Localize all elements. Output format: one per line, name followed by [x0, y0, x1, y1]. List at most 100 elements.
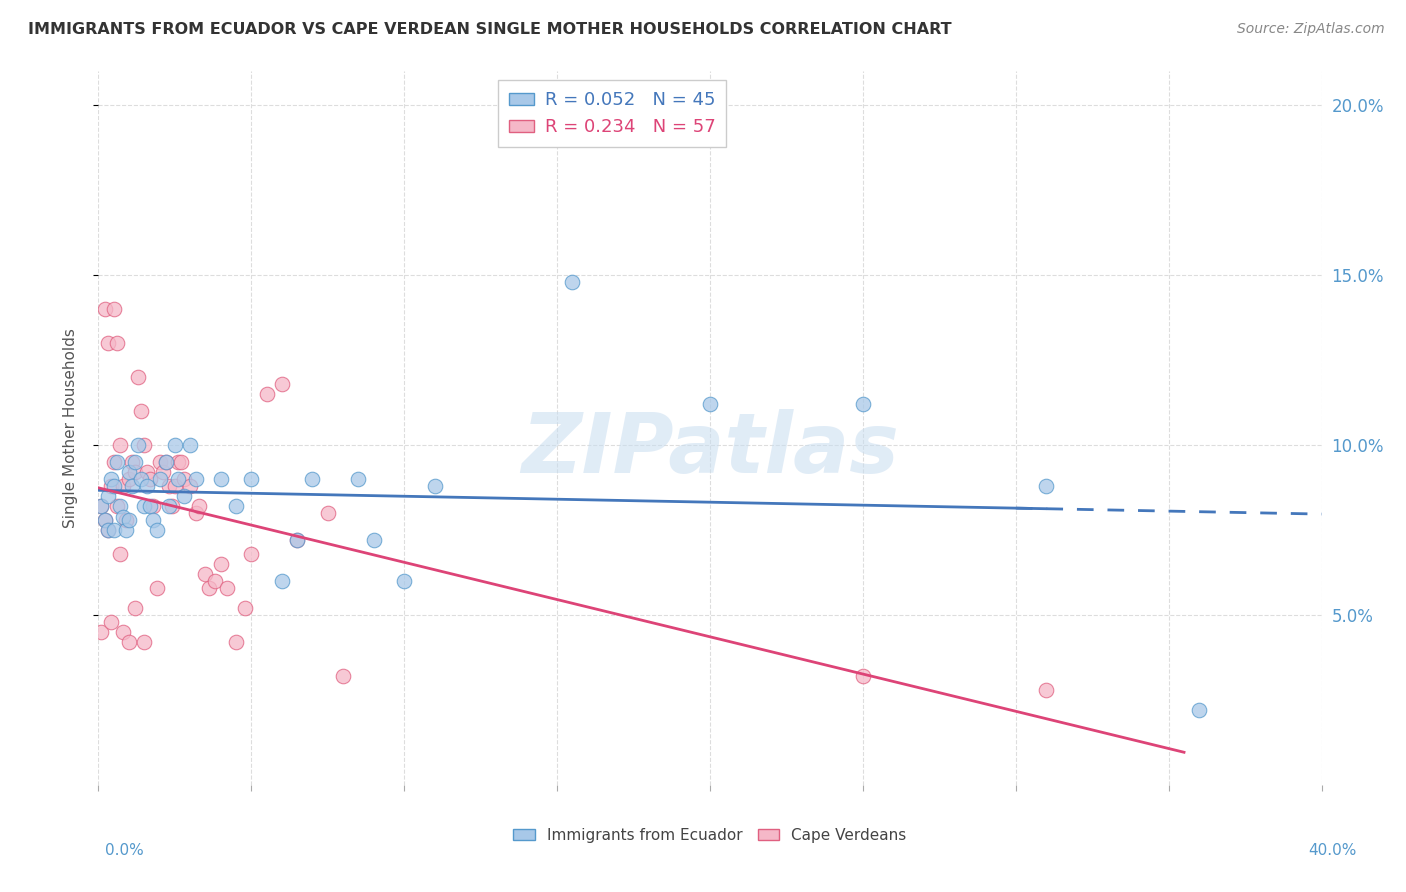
Point	[90, 625, 112, 640]
Text: ZIPatlas: ZIPatlas	[522, 409, 898, 490]
Text: IMMIGRANTS FROM ECUADOR VS CAPE VERDEAN SINGLE MOTHER HOUSEHOLDS CORRELATION CHA: IMMIGRANTS FROM ECUADOR VS CAPE VERDEAN …	[28, 22, 952, 37]
Point	[163, 479, 186, 493]
Point	[233, 601, 256, 615]
Point	[852, 397, 875, 411]
Point	[155, 455, 177, 469]
Point	[124, 601, 146, 615]
Point	[179, 438, 201, 452]
Point	[332, 669, 354, 683]
Point	[225, 500, 247, 514]
Point	[270, 376, 292, 391]
Point	[93, 302, 115, 317]
Point	[167, 472, 190, 486]
Point	[561, 275, 583, 289]
Point	[121, 479, 143, 493]
Point	[215, 581, 238, 595]
Point	[194, 567, 217, 582]
Point	[90, 500, 112, 514]
Point	[145, 523, 167, 537]
Point	[97, 489, 120, 503]
Point	[285, 533, 308, 548]
Point	[270, 574, 292, 588]
Point	[188, 500, 211, 514]
Point	[149, 455, 172, 469]
Point	[363, 533, 385, 548]
Point	[167, 455, 190, 469]
Point	[134, 438, 156, 452]
Point	[170, 455, 193, 469]
Point	[124, 455, 146, 469]
Text: Source: ZipAtlas.com: Source: ZipAtlas.com	[1237, 22, 1385, 37]
Point	[423, 479, 446, 493]
Point	[240, 547, 263, 561]
Point	[134, 635, 156, 649]
Point	[115, 523, 138, 537]
Point	[209, 557, 232, 571]
Point	[301, 472, 323, 486]
Point	[139, 472, 162, 486]
Point	[285, 533, 308, 548]
Point	[173, 472, 195, 486]
Y-axis label: Single Mother Households: Single Mother Households	[63, 328, 77, 528]
Point	[100, 615, 122, 629]
Point	[108, 547, 131, 561]
Point	[139, 500, 162, 514]
Point	[105, 455, 128, 469]
Point	[129, 472, 152, 486]
Point	[124, 466, 146, 480]
Point	[1188, 703, 1211, 717]
Point	[115, 513, 138, 527]
Point	[186, 506, 208, 520]
Point	[149, 472, 172, 486]
Point	[108, 500, 131, 514]
Point	[97, 523, 120, 537]
Point	[155, 455, 177, 469]
Point	[136, 479, 159, 493]
Point	[93, 513, 115, 527]
Point	[118, 472, 141, 486]
Legend: Immigrants from Ecuador, Cape Verdeans: Immigrants from Ecuador, Cape Verdeans	[508, 822, 912, 848]
Point	[240, 472, 263, 486]
Point	[163, 438, 186, 452]
Point	[105, 500, 128, 514]
Point	[100, 479, 122, 493]
Text: 40.0%: 40.0%	[1309, 843, 1357, 858]
Point	[225, 635, 247, 649]
Point	[108, 438, 131, 452]
Point	[93, 513, 115, 527]
Point	[118, 466, 141, 480]
Point	[256, 387, 278, 401]
Point	[97, 336, 120, 351]
Point	[197, 581, 219, 595]
Text: 0.0%: 0.0%	[105, 843, 145, 858]
Point	[103, 523, 125, 537]
Point	[129, 404, 152, 418]
Point	[97, 523, 120, 537]
Point	[111, 479, 134, 493]
Point	[157, 500, 180, 514]
Point	[186, 472, 208, 486]
Point	[90, 500, 112, 514]
Point	[852, 669, 875, 683]
Point	[1035, 479, 1057, 493]
Point	[316, 506, 339, 520]
Point	[142, 513, 165, 527]
Point	[136, 466, 159, 480]
Point	[157, 479, 180, 493]
Point	[103, 302, 125, 317]
Point	[347, 472, 370, 486]
Point	[173, 489, 195, 503]
Point	[209, 472, 232, 486]
Point	[111, 509, 134, 524]
Point	[392, 574, 416, 588]
Point	[118, 635, 141, 649]
Point	[100, 472, 122, 486]
Point	[699, 397, 721, 411]
Point	[121, 455, 143, 469]
Point	[103, 455, 125, 469]
Point	[142, 500, 165, 514]
Point	[118, 513, 141, 527]
Point	[145, 581, 167, 595]
Point	[105, 336, 128, 351]
Point	[134, 500, 156, 514]
